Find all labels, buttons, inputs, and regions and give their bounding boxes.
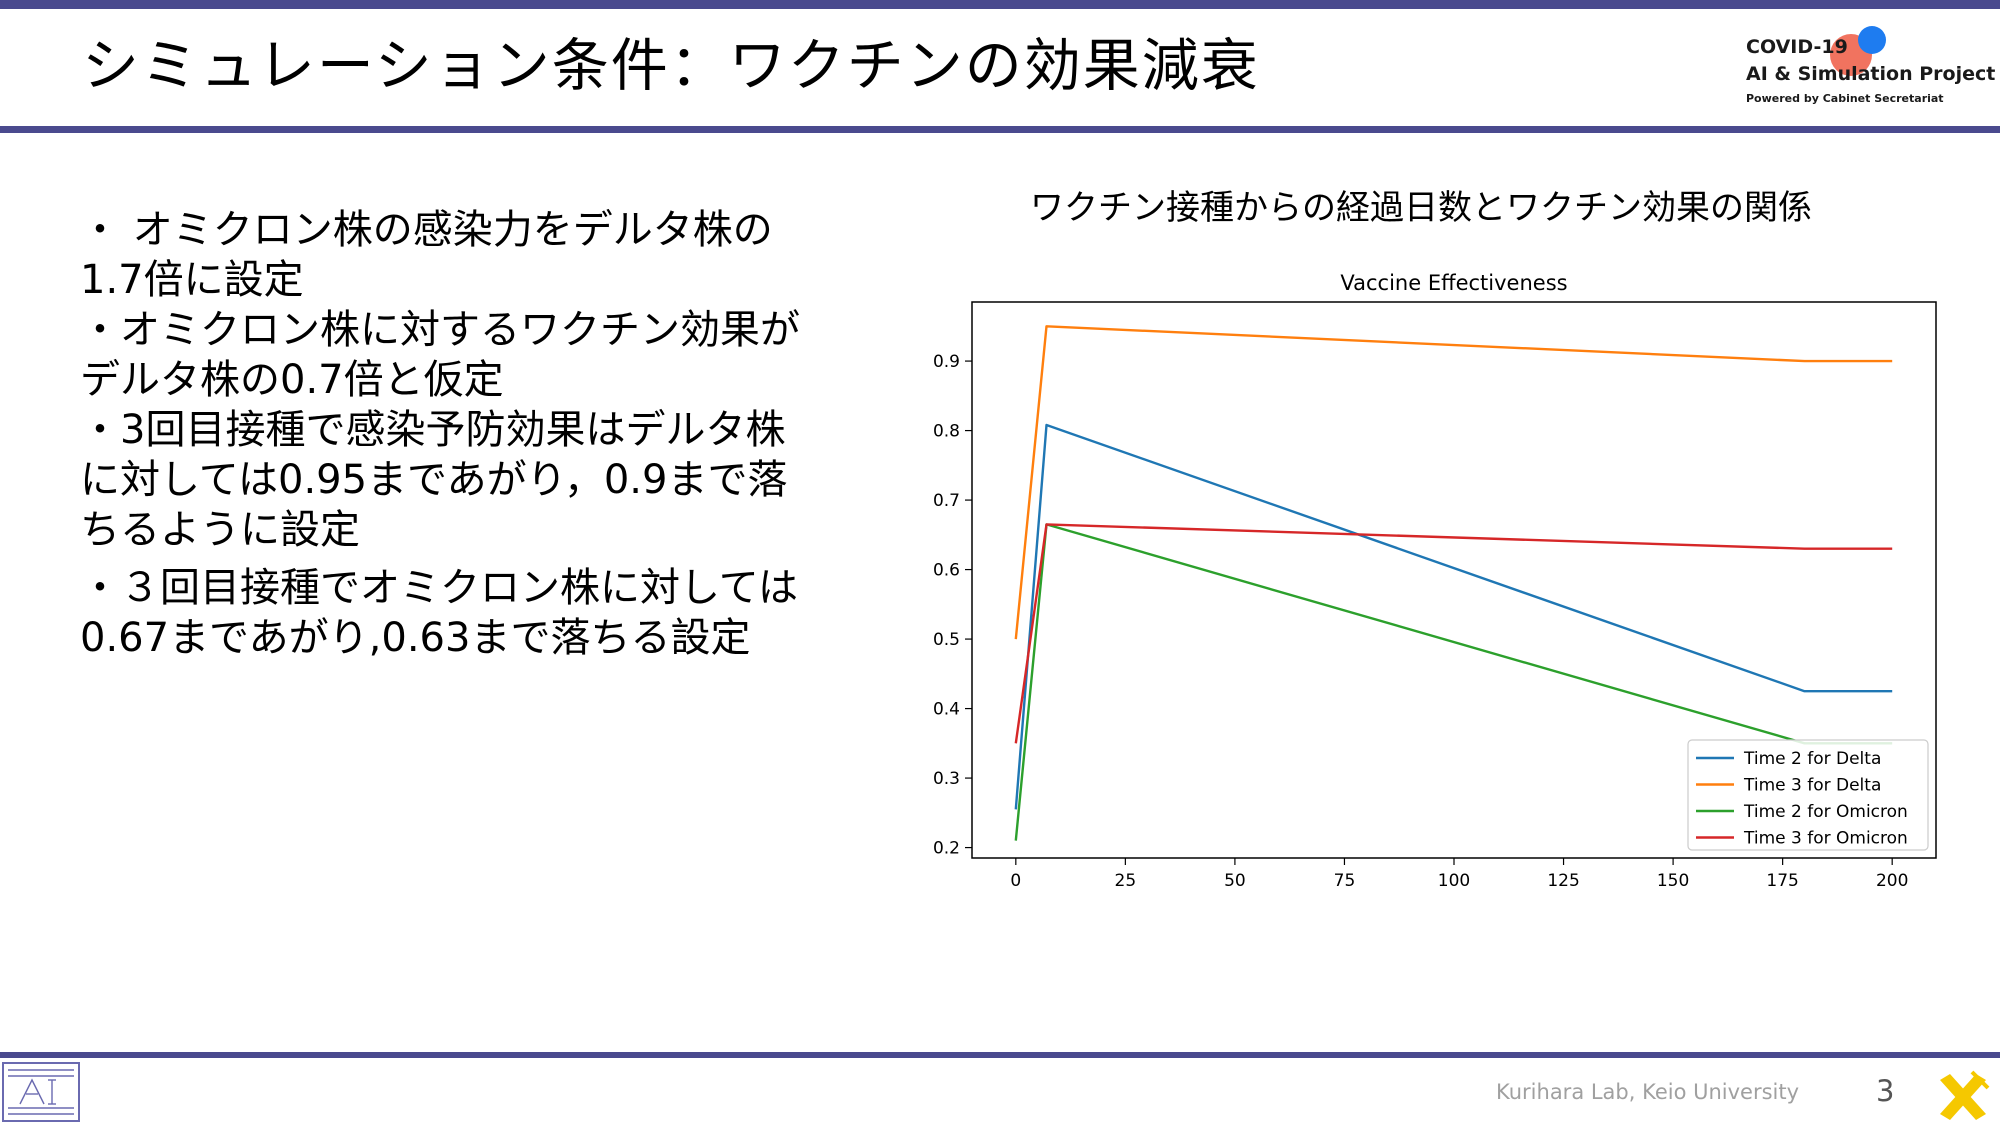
bullet-item: ・ オミクロン株の感染力をデルタ株の1.7倍に設定 [80,207,773,303]
y-tick-label: 0.8 [933,422,960,442]
keio-x-logo-icon [1940,1070,1990,1120]
title-divider [0,126,2000,133]
x-tick-label: 0 [1010,871,1021,891]
bullet-item: ・3回目接種で感染予防効果はデルタ株に対しては0.95まであがり，0.9まで落ち… [80,407,788,553]
chart-legend [1687,739,1929,851]
logo-line-3: Powered by Cabinet Secretariat [1746,92,1944,105]
x-tick-label: 175 [1766,871,1798,891]
y-tick-label: 0.3 [933,769,960,789]
y-tick-label: 0.2 [933,839,960,859]
x-tick-label: 50 [1224,871,1246,891]
legend-label: Time 3 for Omicron [1743,829,1908,849]
x-tick-label: 125 [1547,871,1579,891]
series-line-1 [1014,423,1893,810]
legend-label: Time 2 for Omicron [1743,802,1908,822]
y-tick-label: 0.4 [933,700,960,720]
x-tick-label: 25 [1115,871,1137,891]
bullet-item: ・３回目接種でオミクロン株に対しては0.67まであがり,0.63まで落ちる設定 [80,565,798,661]
lab-logo-icon [2,1062,80,1122]
x-tick-label: 100 [1438,871,1470,891]
footer-credit: Kurihara Lab, Keio University [1496,1080,1800,1104]
chart-heading: ワクチン接種からの経過日数とワクチン効果の関係 [1030,188,1812,228]
bullet-item: ・オミクロン株に対するワクチン効果がデルタ株の0.7倍と仮定 [80,307,800,403]
bullet-list: ・ オミクロン株の感染力をデルタ株の1.7倍に設定 ・オミクロン株に対するワクチ… [80,205,800,663]
vaccine-effectiveness-chart: Vaccine Effectiveness 0 25 50 75 100 125 150 175… [933,271,1937,891]
footer-divider [0,1052,2000,1058]
project-logo: COVID-19 AI & Simulation Project Powered… [1746,22,1995,118]
slide-title: シミュレーション条件：ワクチンの効果減衰 [82,33,1260,99]
logo-line-1: COVID-19 [1746,36,1848,58]
y-tick-label: 0.9 [933,352,960,372]
legend-label: Time 2 for Delta [1743,749,1881,769]
logo-blue-dot-icon [1858,26,1886,54]
series-line-2 [1014,325,1893,640]
y-tick-label: 0.5 [933,630,960,650]
y-tick-label: 0.7 [933,491,960,511]
y-tick-label: 0.6 [933,561,960,581]
x-tick-label: 150 [1657,871,1689,891]
page-number: 3 [1876,1074,1895,1108]
chart-title: Vaccine Effectiveness [1340,271,1567,295]
legend-label: Time 3 for Delta [1743,776,1881,796]
logo-line-2: AI & Simulation Project [1746,63,1996,85]
x-tick-label: 75 [1334,871,1356,891]
top-accent-bar [0,0,2000,9]
x-tick-label: 200 [1876,871,1908,891]
series-line-4 [1014,523,1893,744]
